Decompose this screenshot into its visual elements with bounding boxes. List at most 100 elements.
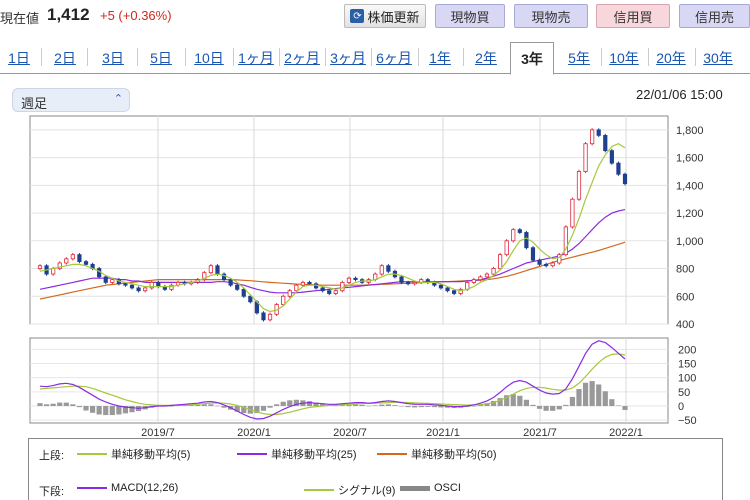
quote-bar: 現在値 1,412 +5 (+0.36%) ⟳ 株価更新 現物買 現物売 信用買… bbox=[0, 0, 750, 34]
candle-body bbox=[123, 283, 128, 286]
osci-bar bbox=[168, 406, 175, 407]
candle-body bbox=[51, 268, 56, 275]
osci-bar bbox=[372, 405, 378, 406]
sma5-line bbox=[39, 143, 626, 313]
osci-bar bbox=[523, 399, 530, 406]
osci-bar bbox=[287, 400, 293, 406]
candle-body bbox=[405, 281, 411, 285]
legend-line-sma50 bbox=[377, 453, 407, 455]
osci-bar bbox=[425, 406, 431, 407]
legend-upper-label: 上段: bbox=[39, 450, 65, 462]
tab-3y[interactable]: 3年 bbox=[510, 42, 554, 75]
candle-body bbox=[110, 279, 115, 283]
tab-30y[interactable]: 30年 bbox=[703, 50, 733, 66]
legend-sma50: 単純移動平均(50) bbox=[377, 446, 497, 462]
osci-bar bbox=[37, 403, 43, 406]
tab-10d[interactable]: 10日 bbox=[194, 50, 224, 66]
candle-body bbox=[287, 290, 292, 297]
tab-1m[interactable]: 1ヶ月 bbox=[238, 50, 274, 66]
period-select[interactable]: 週足 ⌃ bbox=[12, 88, 130, 112]
candle-body bbox=[340, 281, 345, 292]
candle-body bbox=[379, 265, 384, 275]
candle-body bbox=[307, 281, 312, 285]
osci-bar bbox=[530, 404, 536, 406]
osci-bar bbox=[201, 404, 207, 406]
tab-2y[interactable]: 2年 bbox=[475, 50, 497, 66]
tab-2d[interactable]: 2日 bbox=[54, 50, 76, 66]
legend-osci: OSCI bbox=[400, 482, 461, 494]
tab-1y[interactable]: 1年 bbox=[429, 50, 451, 66]
osci-bar bbox=[582, 382, 589, 406]
candle-body bbox=[77, 254, 82, 263]
osci-bar bbox=[471, 406, 477, 407]
osci-bar bbox=[490, 400, 497, 406]
osci-bar bbox=[129, 406, 135, 413]
candle-body bbox=[596, 129, 601, 136]
y-tick-label: 100 bbox=[678, 373, 696, 385]
osci-bar bbox=[563, 404, 569, 406]
legend-osci-label: OSCI bbox=[434, 482, 461, 494]
osci-bar bbox=[63, 402, 69, 406]
osci-bar bbox=[385, 404, 391, 406]
legend-sma5-label: 単純移動平均(5) bbox=[111, 449, 191, 461]
refresh-price-button[interactable]: ⟳ 株価更新 bbox=[344, 4, 426, 28]
y-tick-label: 400 bbox=[676, 319, 694, 331]
x-tick-label: 2021/7 bbox=[523, 427, 557, 439]
candle-body bbox=[215, 265, 220, 275]
candle-body bbox=[590, 129, 595, 145]
x-tick-label: 2019/7 bbox=[141, 427, 175, 439]
legend-macd-label: MACD(12,26) bbox=[111, 482, 179, 494]
candle-body bbox=[576, 171, 582, 200]
osci-bar bbox=[622, 406, 628, 410]
refresh-icon: ⟳ bbox=[350, 9, 365, 23]
y-tick-label: 1,200 bbox=[676, 208, 704, 220]
osci-bar bbox=[352, 404, 359, 406]
tab-10y[interactable]: 10年 bbox=[609, 50, 639, 66]
candle-body bbox=[399, 276, 404, 283]
tab-5y[interactable]: 5年 bbox=[568, 50, 590, 66]
osci-bar bbox=[254, 406, 260, 414]
candle-body bbox=[550, 262, 555, 267]
osci-bar bbox=[274, 404, 280, 406]
legend-macd: MACD(12,26) bbox=[77, 482, 178, 494]
spot-sell-button[interactable]: 現物売 bbox=[514, 4, 588, 28]
osci-bar bbox=[517, 395, 523, 406]
x-tick-label: 2021/1 bbox=[426, 427, 460, 439]
osci-bar bbox=[89, 406, 96, 413]
osci-bar bbox=[510, 394, 516, 406]
osci-bar bbox=[241, 406, 247, 414]
osci-bar bbox=[366, 405, 372, 407]
tab-5d[interactable]: 5日 bbox=[150, 50, 172, 66]
margin-sell-button[interactable]: 信用売 bbox=[679, 4, 750, 28]
tab-20y[interactable]: 20年 bbox=[656, 50, 686, 66]
candle-body bbox=[458, 288, 463, 294]
osci-bar bbox=[116, 406, 122, 415]
candle-body bbox=[83, 261, 89, 265]
candle-body bbox=[208, 265, 213, 274]
osci-bar bbox=[359, 404, 365, 406]
stock-chart: 1,800 1,600 1,400 1,200 1,000 800 600 400 200 15… bbox=[29, 115, 704, 439]
tab-1d[interactable]: 1日 bbox=[8, 50, 30, 66]
legend-sma5: 単純移動平均(5) bbox=[77, 446, 190, 462]
candle-body bbox=[57, 262, 62, 269]
osci-bar bbox=[431, 406, 437, 408]
osci-bar bbox=[195, 404, 201, 406]
osci-bar bbox=[267, 406, 273, 408]
margin-buy-button[interactable]: 信用買 bbox=[596, 4, 670, 28]
legend-signal: シグナル(9) bbox=[304, 482, 395, 498]
osci-bar bbox=[43, 404, 50, 406]
spot-buy-button[interactable]: 現物買 bbox=[435, 4, 505, 28]
tab-6m[interactable]: 6ヶ月 bbox=[376, 50, 412, 66]
y-tick-label: 150 bbox=[678, 359, 696, 371]
osci-bar bbox=[543, 406, 549, 411]
osci-bar bbox=[103, 406, 109, 416]
osci-bar bbox=[444, 406, 451, 408]
refresh-price-label: 株価更新 bbox=[367, 9, 420, 25]
candle-body bbox=[267, 313, 273, 321]
tab-3m[interactable]: 3ヶ月 bbox=[330, 50, 366, 66]
tab-3d[interactable]: 3日 bbox=[102, 50, 124, 66]
osci-bar bbox=[536, 406, 543, 409]
candle-body bbox=[511, 229, 516, 242]
tab-2m[interactable]: 2ヶ月 bbox=[284, 50, 320, 66]
legend-line-sma25 bbox=[237, 453, 267, 455]
